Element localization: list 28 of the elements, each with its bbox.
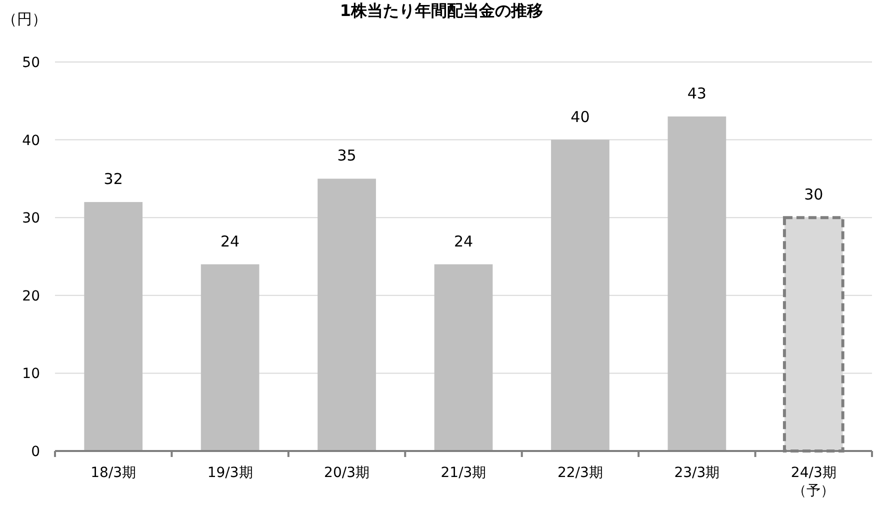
data-label: 35 (337, 146, 356, 165)
y-tick-label: 0 (31, 444, 40, 460)
data-label: 32 (104, 170, 123, 188)
data-label: 40 (570, 108, 590, 126)
y-tick-label: 30 (22, 210, 40, 227)
bar (551, 140, 610, 451)
x-tick-label: 24/3期（予） (790, 465, 836, 500)
bar (318, 178, 376, 451)
data-label: 24 (454, 232, 474, 250)
y-tick-label: 20 (22, 288, 40, 304)
data-label: 24 (220, 232, 240, 250)
chart-title: 1株当たり年間配当金の推移 (340, 1, 544, 20)
x-tick-label: 18/3期 (90, 465, 136, 481)
y-tick-label: 50 (22, 55, 40, 71)
bar (200, 264, 260, 451)
x-tick-label: 21/3期 (440, 465, 486, 481)
y-tick-label: 10 (22, 366, 40, 382)
bar (434, 264, 493, 451)
x-tick-label: 22/3期 (557, 465, 603, 481)
y-tick-label: 40 (22, 132, 40, 149)
x-tick-label: 20/3期 (324, 465, 370, 481)
bar (668, 116, 726, 451)
x-tick-label: 19/3期 (207, 465, 253, 481)
data-label: 43 (687, 84, 706, 102)
data-label: 30 (804, 186, 824, 204)
x-tick-label: 23/3期 (674, 465, 720, 481)
bar (84, 202, 143, 451)
y-axis-title: （円） (2, 10, 47, 28)
